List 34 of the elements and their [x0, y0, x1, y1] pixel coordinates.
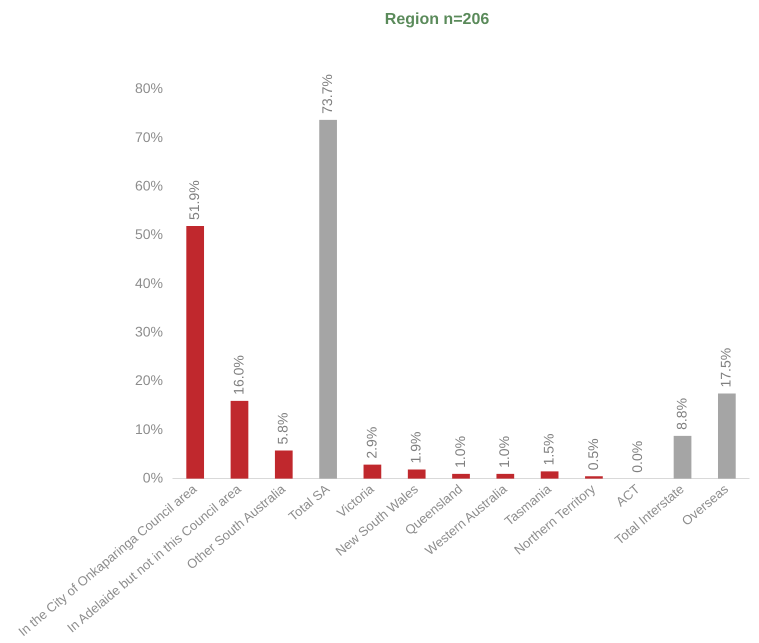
y-tick-label: 30%	[134, 324, 164, 340]
data-label: 1.0%	[452, 436, 468, 468]
y-tick-label: 50%	[134, 226, 164, 242]
data-label: 8.8%	[673, 398, 690, 430]
bar	[230, 400, 248, 479]
bar	[364, 464, 382, 479]
y-tick-label: 70%	[134, 128, 164, 145]
data-label: 1.0%	[496, 436, 512, 468]
bar	[319, 120, 337, 479]
bar	[718, 394, 736, 479]
y-tick-label: 60%	[134, 177, 164, 194]
y-tick-label: 0%	[142, 470, 164, 486]
chart-title: Region n=206	[384, 11, 490, 28]
data-label: 1.9%	[408, 432, 424, 464]
data-label: 17.5%	[718, 348, 734, 388]
data-label: 0.5%	[584, 438, 601, 470]
data-label: 51.9%	[186, 180, 202, 220]
bar	[540, 471, 558, 479]
bar	[186, 226, 204, 479]
data-label: 5.8%	[274, 412, 291, 444]
bar	[496, 474, 514, 479]
bar	[274, 450, 293, 479]
bar	[408, 469, 426, 479]
data-label: 2.9%	[363, 426, 380, 459]
data-label: 73.7%	[318, 74, 335, 114]
bar	[674, 436, 692, 479]
y-tick-label: 10%	[134, 420, 164, 437]
y-tick-label: 20%	[134, 372, 164, 388]
data-label: 16.0%	[230, 355, 246, 395]
y-tick-label: 40%	[134, 274, 164, 291]
data-label: 1.5%	[540, 434, 556, 466]
y-tick-label: 80%	[134, 80, 164, 96]
data-label: 0.0%	[629, 440, 646, 473]
bar	[452, 474, 470, 479]
